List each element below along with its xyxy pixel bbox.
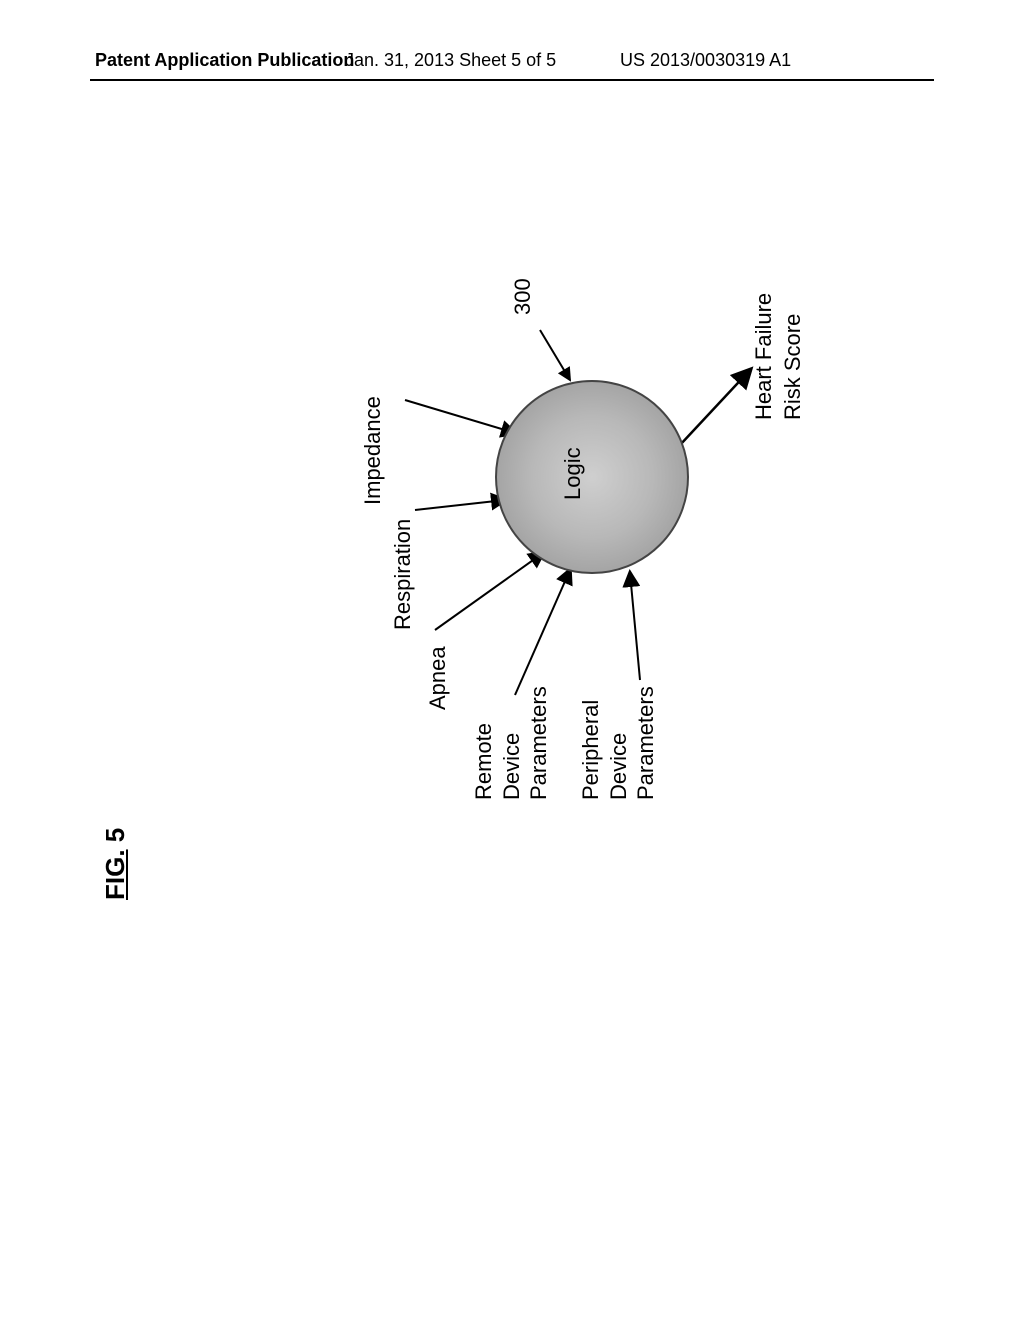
diagram: Logic 300 Impedance Respiration Apnea Re… [260, 170, 900, 850]
input-respiration: Respiration [390, 519, 416, 630]
figure-label: FIG. 5 [100, 828, 131, 900]
reference-300: 300 [510, 278, 536, 315]
page: Patent Application Publication Jan. 31, … [0, 0, 1024, 1320]
header-rule [90, 79, 934, 81]
header-right: US 2013/0030319 A1 [620, 50, 791, 71]
output-heart-failure-risk-score: Heart FailureRisk Score [750, 293, 807, 420]
page-header: Patent Application Publication Jan. 31, … [0, 50, 1024, 90]
logic-node [495, 380, 689, 574]
figure-label-prefix: FIG. [100, 849, 130, 900]
logic-label: Logic [560, 447, 586, 500]
input-apnea: Apnea [425, 646, 451, 710]
input-impedance: Impedance [360, 396, 386, 505]
input-remote-device-params: RemoteDeviceParameters [470, 686, 553, 800]
header-left: Patent Application Publication [95, 50, 354, 71]
input-peripheral-device-params: PeripheralDeviceParameters [577, 686, 660, 800]
figure-label-number: 5 [100, 828, 130, 850]
header-center: Jan. 31, 2013 Sheet 5 of 5 [345, 50, 556, 71]
